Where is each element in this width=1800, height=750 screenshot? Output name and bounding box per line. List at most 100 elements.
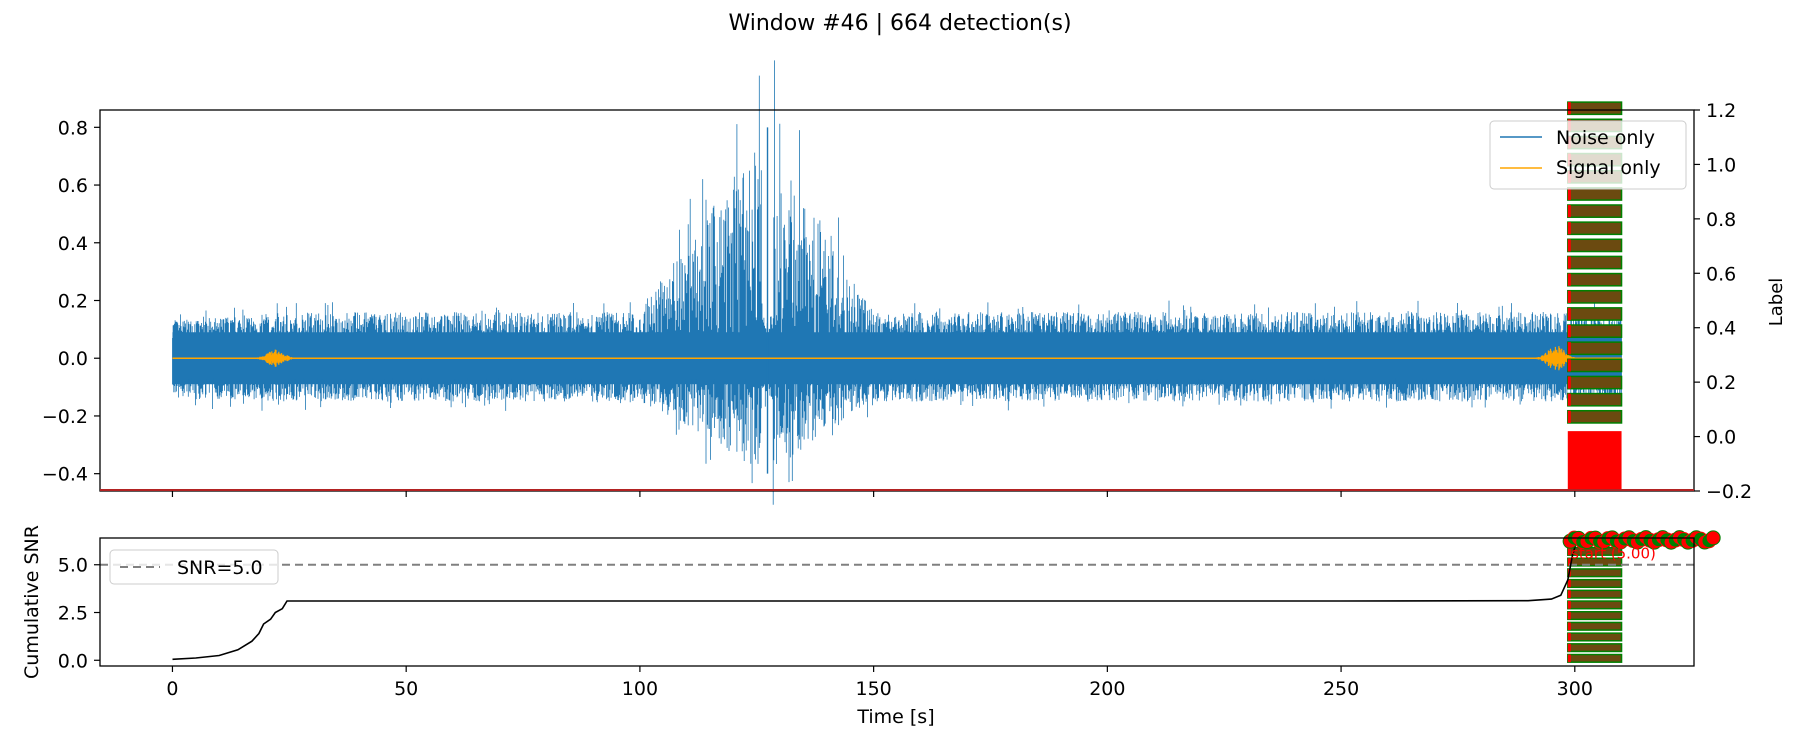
label-dash-4 (1567, 341, 1623, 356)
top-left-tick-label: 0.0 (58, 348, 88, 370)
label-dash-10 (1567, 238, 1623, 253)
top-right-axis: −0.2 0.0 0.2 0.4 0.6 0.8 1.0 1.2 (1694, 100, 1752, 503)
top-legend: Noise only Signal only (1489, 120, 1687, 190)
top-x-ticks (171, 491, 1576, 497)
top-left-tick-label: 0.6 (58, 175, 88, 197)
y-axis-label: Cumulative SNR (21, 525, 43, 679)
bottom-x-tick-label: 150 (855, 678, 891, 700)
bottom-x-tick-label: 50 (394, 678, 418, 700)
right-axis-label: Label (1766, 278, 1787, 327)
top-right-tick-label: 1.0 (1706, 154, 1736, 176)
signal-trace (172, 346, 1622, 371)
bottom-label-dash-1 (1567, 643, 1623, 653)
legend-signal-label: Signal only (1556, 157, 1661, 179)
figure-title: Window #46 | 664 detection(s) (728, 11, 1071, 36)
label-dash-11 (1567, 221, 1623, 236)
bottom-panel: start (5.00) 0.0 2.5 5.0 0 50 100 150 200 250 30… (21, 525, 1721, 728)
label-dash-1 (1567, 392, 1623, 407)
signal-burst-1 (1527, 346, 1584, 371)
bottom-label-dash-4 (1567, 610, 1623, 621)
label-dash-2 (1567, 375, 1623, 390)
bottom-x-tick-label: 0 (166, 678, 178, 700)
bottom-legend-box (109, 549, 279, 585)
top-right-tick-label: 0.4 (1706, 318, 1736, 340)
legend-snr-label: SNR=5.0 (177, 557, 263, 579)
bottom-label-dash-5 (1567, 600, 1623, 610)
bottom-label-dash-8 (1567, 568, 1623, 578)
bottom-label-dash-edge-3 (1567, 622, 1571, 631)
top-right-tick-label: 1.2 (1706, 100, 1736, 122)
bottom-x-tick-label: 300 (1557, 678, 1593, 700)
bottom-label-dash-edge-0 (1567, 654, 1571, 663)
bottom-x-tick-label: 100 (622, 678, 658, 700)
bottom-label-dash-edge-2 (1567, 633, 1571, 641)
top-panel: −0.4 −0.2 0.0 0.2 0.4 0.6 0.8 −0.2 0.0 0.2 0.4 0.6… (42, 60, 1787, 505)
label-dash-5 (1567, 324, 1623, 338)
bottom-left-tick-label: 5.0 (58, 555, 88, 577)
bottom-left-axis: 0.0 2.5 5.0 (58, 555, 100, 672)
cumulative-snr-curve (172, 539, 1578, 661)
top-right-tick-label: −0.2 (1706, 481, 1752, 503)
label-dash-edge-4 (1567, 342, 1571, 355)
label-dash-edge-8 (1567, 273, 1571, 286)
label-dash-edge-2 (1567, 376, 1571, 389)
bottom-label-dash-2 (1567, 632, 1623, 642)
label-dash-edge-13 (1567, 187, 1571, 201)
bottom-plot-frame (99, 537, 1695, 667)
bottom-label-dash-edge-1 (1567, 643, 1571, 652)
label-dash-edge-12 (1567, 204, 1571, 218)
top-left-tick-label: −0.2 (42, 406, 88, 428)
label-dash-edge-10 (1567, 239, 1571, 252)
bottom-label-dash-edge-10 (1567, 547, 1571, 556)
bottom-label-dash-edge-6 (1567, 590, 1571, 598)
top-left-tick-label: 0.2 (58, 291, 88, 313)
bottom-legend: SNR=5.0 (109, 549, 279, 585)
bottom-label-dash-3 (1567, 621, 1623, 631)
label-dash-edge-3 (1567, 359, 1571, 372)
signal-burst-0 (248, 349, 303, 367)
top-legend-box (1489, 120, 1687, 190)
label-dash-18 (1567, 101, 1623, 116)
label-dash-edge-6 (1567, 307, 1571, 321)
bottom-x-tick-label: 250 (1323, 678, 1359, 700)
label-dash-edge-0 (1567, 410, 1571, 423)
label-dash-9 (1567, 255, 1623, 270)
bottom-left-tick-label: 2.5 (58, 603, 88, 625)
top-right-tick-label: 0.8 (1706, 209, 1736, 231)
bottom-left-tick-label: 0.0 (58, 650, 88, 672)
label-dash-7 (1567, 289, 1623, 304)
label-dash-12 (1567, 204, 1623, 218)
detection-marker (1705, 530, 1721, 546)
noise-spikes (172, 60, 1622, 505)
top-left-tick-label: −0.4 (42, 464, 88, 486)
label-dash-edge-18 (1567, 102, 1571, 115)
bottom-label-dash-6 (1567, 589, 1623, 599)
label-dash-3 (1567, 358, 1623, 373)
bottom-x-axis: 0 50 100 150 200 250 300 (166, 666, 1593, 700)
legend-noise-label: Noise only (1556, 127, 1655, 149)
top-left-tick-label: 0.4 (58, 233, 88, 255)
bottom-x-tick-label: 200 (1089, 678, 1125, 700)
bottom-label-dash-0 (1567, 653, 1623, 663)
label-dash-edge-11 (1567, 222, 1571, 235)
top-left-axis: −0.4 −0.2 0.0 0.2 0.4 0.6 0.8 (42, 117, 100, 486)
top-right-tick-label: 0.0 (1706, 427, 1736, 449)
label-dash-6 (1567, 307, 1623, 321)
label-zero-block (1567, 431, 1622, 491)
label-dash-0 (1567, 409, 1623, 424)
top-right-tick-label: 0.2 (1706, 372, 1736, 394)
x-axis-label: Time [s] (856, 706, 934, 728)
bottom-label-dash-7 (1567, 578, 1623, 589)
start-annotation: start (5.00) (1571, 545, 1656, 563)
label-dash-edge-9 (1567, 256, 1571, 269)
label-dash-edge-5 (1567, 324, 1571, 338)
top-right-tick-label: 0.6 (1706, 263, 1736, 285)
bottom-label-dash-edge-7 (1567, 579, 1571, 588)
label-dash-13 (1567, 187, 1623, 201)
label-dash-8 (1567, 272, 1623, 287)
label-dash-edge-7 (1567, 290, 1571, 303)
bottom-label-dash-edge-9 (1567, 558, 1571, 566)
bottom-label-markers (1567, 546, 1623, 663)
bottom-label-dash-edge-5 (1567, 601, 1571, 609)
